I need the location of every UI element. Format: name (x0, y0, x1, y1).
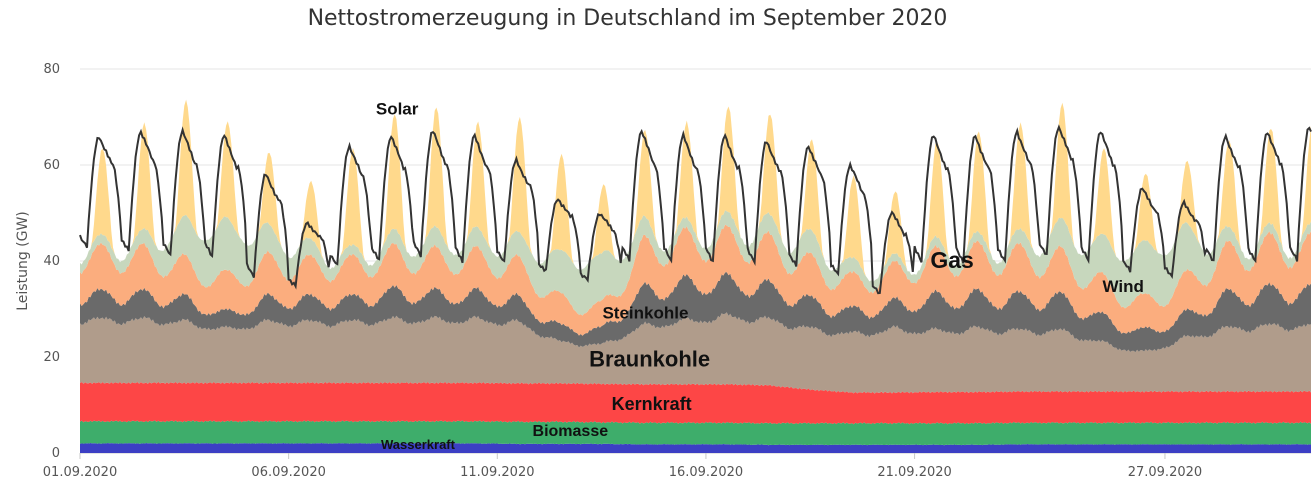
line-layer (79, 124, 1312, 295)
y-tick-label-80: 80 (43, 62, 60, 77)
x-tick-label-11: 11.09.2020 (460, 465, 534, 480)
y-tick-label-40: 40 (43, 254, 60, 269)
axis-layer: 0 20 40 60 80 01.09.2020 06.09.2020 11.09.2020 1… (43, 62, 1202, 480)
chart-title: Nettostromerzeugung in Deutschland im Se… (307, 6, 948, 31)
series-label-gas: Gas (930, 247, 973, 273)
line-last (79, 124, 1312, 295)
x-tick-label-21: 21.09.2020 (877, 465, 951, 480)
x-tick-label-6: 06.09.2020 (251, 465, 325, 480)
series-label-braunkohle: Braunkohle (589, 347, 710, 372)
area-gas (80, 224, 1311, 336)
x-tick-label-16: 16.09.2020 (669, 465, 743, 480)
area-wasserkraft (80, 443, 1311, 453)
y-tick-label-60: 60 (43, 158, 60, 173)
label-layer: Solar Gas Wind Steinkohle Braunkohle Kernkraf… (376, 100, 1144, 453)
area-braunkohle (80, 312, 1311, 394)
series-label-kernkraft: Kernkraft (612, 394, 692, 414)
y-tick-label-20: 20 (43, 350, 60, 365)
area-steinkohle (80, 272, 1311, 353)
series-label-wasserkraft: Wasserkraft (381, 437, 456, 452)
series-label-wind: Wind (1103, 277, 1144, 296)
area-solar (80, 99, 1311, 283)
series-label-biomasse: Biomasse (533, 423, 609, 440)
area-layer (80, 99, 1311, 453)
series-label-steinkohle: Steinkohle (602, 304, 688, 323)
x-tick-label-27: 27.09.2020 (1128, 465, 1202, 480)
area-kernkraft (80, 381, 1311, 425)
x-tick-label-1: 01.09.2020 (43, 465, 117, 480)
y-axis-title: Leistung (GW) (15, 211, 31, 311)
y-tick-label-0: 0 (52, 446, 60, 461)
series-label-solar: Solar (376, 100, 419, 119)
area-biomasse (80, 420, 1311, 446)
area-wind (80, 210, 1311, 316)
